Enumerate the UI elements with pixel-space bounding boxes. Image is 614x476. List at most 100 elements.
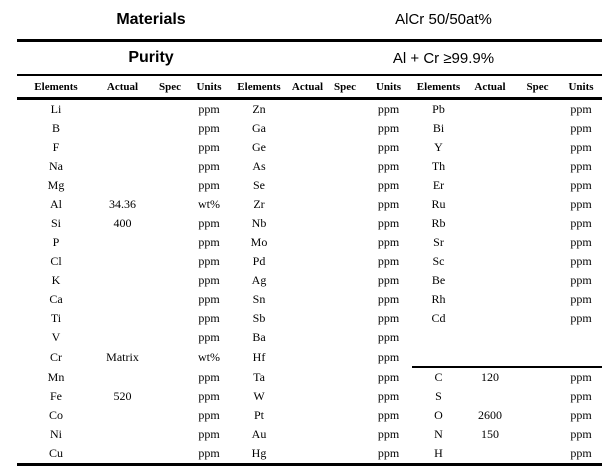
cell-units: ppm xyxy=(570,311,592,325)
cell-elements: Li xyxy=(50,102,62,116)
cell-spec xyxy=(150,99,190,120)
cell-elements: Sn xyxy=(252,292,266,306)
cell-units: ppm xyxy=(377,197,400,211)
cell-actual xyxy=(465,138,515,157)
cell-actual xyxy=(95,425,150,444)
cell-actual xyxy=(95,176,150,195)
cell-elements: As xyxy=(252,159,266,173)
table-row: Ca ppm Sn ppm Rh ppm xyxy=(17,290,602,309)
cell-spec xyxy=(325,444,365,465)
cell-elements: Ni xyxy=(50,427,62,441)
cell-units: ppm xyxy=(377,235,400,249)
cell-elements: K xyxy=(51,273,61,287)
cell-units xyxy=(560,328,602,347)
cell-spec xyxy=(515,444,560,465)
cell-actual xyxy=(290,347,325,367)
cell-units: ppm xyxy=(198,216,220,230)
cell-elements: Hg xyxy=(251,446,267,460)
cell-actual xyxy=(465,347,515,367)
cell-units: ppm xyxy=(570,389,592,403)
cell-elements: Sr xyxy=(433,235,444,249)
cell-spec xyxy=(150,138,190,157)
cell-actual xyxy=(290,367,325,387)
column-header-elements-2: Elements xyxy=(228,76,290,100)
table-row: Cr Matrix wt% Hf ppm xyxy=(17,347,602,367)
table-row: Na ppm As ppm Th ppm xyxy=(17,157,602,176)
column-header-units-3: Units xyxy=(560,76,602,100)
cell-units: ppm xyxy=(377,369,400,384)
cell-elements: Bi xyxy=(432,121,445,135)
cell-units: ppm xyxy=(198,102,220,116)
cell-spec xyxy=(150,119,190,138)
cell-units: ppm xyxy=(570,273,592,287)
cell-spec xyxy=(515,252,560,271)
cell-actual xyxy=(95,406,150,425)
cell-units: ppm xyxy=(377,427,400,441)
cell-spec xyxy=(325,99,365,120)
cell-actual xyxy=(95,233,150,252)
cell-actual xyxy=(290,138,325,157)
materials-row: Materials AlCr 50/50at% xyxy=(17,0,602,42)
cell-spec xyxy=(515,366,560,387)
cell-spec xyxy=(515,119,560,138)
table-row: Li ppm Zn ppm Pb ppm xyxy=(17,99,602,120)
cell-spec xyxy=(325,157,365,176)
purity-value: Al + Cr ≥99.9% xyxy=(392,49,495,67)
cell-spec xyxy=(515,233,560,252)
cell-actual xyxy=(465,444,515,465)
cell-actual xyxy=(290,271,325,290)
table-row: Co ppm Pt ppm O 2600 ppm xyxy=(17,406,602,425)
cell-elements: P xyxy=(52,235,60,249)
cell-elements: Th xyxy=(431,159,446,173)
cell-units: ppm xyxy=(198,235,220,249)
cell-elements: W xyxy=(253,389,265,403)
cell-actual xyxy=(465,157,515,176)
cell-elements: Si xyxy=(50,216,61,230)
column-header-spec-1: Spec xyxy=(150,76,190,100)
cell-spec xyxy=(150,214,190,233)
cell-spec xyxy=(150,425,190,444)
cell-spec xyxy=(325,271,365,290)
cell-spec xyxy=(325,347,365,367)
cell-units: ppm xyxy=(570,178,592,192)
cell-actual xyxy=(290,444,325,465)
cell-actual xyxy=(290,252,325,271)
cell-spec xyxy=(515,387,560,406)
cell-elements: Pt xyxy=(253,408,264,422)
cell-units: ppm xyxy=(198,446,220,460)
cell-units: ppm xyxy=(377,330,400,344)
cell-elements: Cd xyxy=(431,311,446,325)
cell-actual xyxy=(290,406,325,425)
cell-elements: Mo xyxy=(250,235,268,249)
cell-actual xyxy=(465,233,515,252)
cell-actual xyxy=(290,425,325,444)
cell-units: ppm xyxy=(198,273,220,287)
cell-spec xyxy=(515,99,560,120)
cell-elements: N xyxy=(434,427,443,441)
cell-units: ppm xyxy=(570,408,592,422)
cell-elements: Hf xyxy=(252,349,266,364)
cell-spec xyxy=(325,119,365,138)
cell-spec xyxy=(150,271,190,290)
cell-actual: 34.36 xyxy=(109,197,136,211)
cell-elements: Se xyxy=(253,178,265,192)
cell-elements: Nb xyxy=(251,216,267,230)
cell-actual xyxy=(95,309,150,328)
cell-units: ppm xyxy=(570,159,592,173)
cell-units: ppm xyxy=(198,427,220,441)
cell-elements: Zr xyxy=(253,197,265,211)
cell-units: wt% xyxy=(198,197,220,211)
cell-actual xyxy=(465,119,515,138)
purity-row: Purity Al + Cr ≥99.9% xyxy=(17,42,602,76)
cell-elements: Ba xyxy=(252,330,266,344)
cell-units: ppm xyxy=(377,389,400,403)
materials-value: AlCr 50/50at% xyxy=(395,11,492,28)
cell-units: ppm xyxy=(377,178,400,192)
cell-units: ppm xyxy=(570,197,592,211)
cell-actual xyxy=(465,309,515,328)
cell-elements: Pd xyxy=(252,254,266,268)
cell-units: ppm xyxy=(198,254,220,268)
cell-units: ppm xyxy=(377,102,400,116)
